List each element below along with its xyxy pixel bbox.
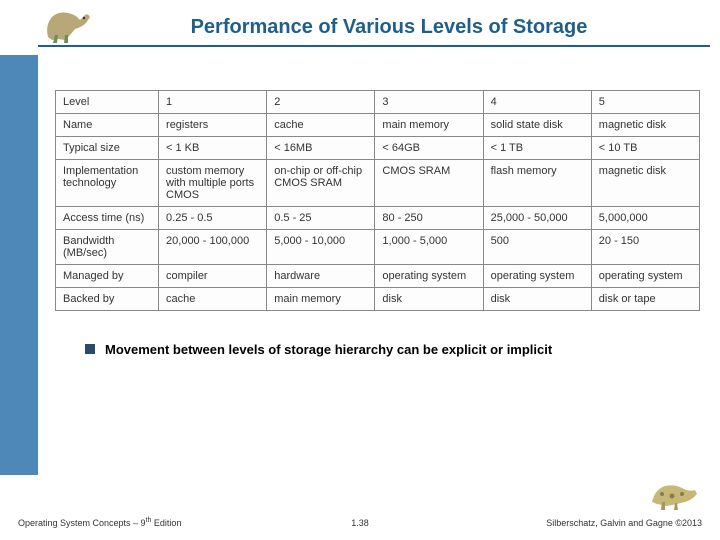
table-cell: 2 [267,91,375,114]
dinosaur-right-icon [647,474,702,512]
list-item: Movement between levels of storage hiera… [85,341,700,359]
table-cell: < 1 TB [483,137,591,160]
table-cell: 0.5 - 25 [267,207,375,230]
table-row: Backed by cache main memory disk disk di… [56,288,700,311]
table-cell: < 1 KB [159,137,267,160]
table-cell: disk [483,288,591,311]
table-cell: cache [267,114,375,137]
table-row: Managed by compiler hardware operating s… [56,265,700,288]
table-row: Implementation technology custom memory … [56,160,700,207]
table-row: Level 1 2 3 4 5 [56,91,700,114]
row-header: Backed by [56,288,159,311]
table-cell: registers [159,114,267,137]
table-cell: operating system [375,265,483,288]
title-underline [38,45,710,47]
copyright: Silberschatz, Galvin and Gagne ©2013 [474,518,702,528]
table-cell: 1 [159,91,267,114]
table-cell: CMOS SRAM [375,160,483,207]
table-cell: hardware [267,265,375,288]
table-cell: < 10 TB [591,137,699,160]
bullet-list: Movement between levels of storage hiera… [55,341,700,359]
table-cell: < 64GB [375,137,483,160]
table-cell: 1,000 - 5,000 [375,230,483,265]
table-cell: custom memory with multiple ports CMOS [159,160,267,207]
table-cell: operating system [483,265,591,288]
table-cell: solid state disk [483,114,591,137]
table-cell: < 16MB [267,137,375,160]
table-cell: 20 - 150 [591,230,699,265]
row-header: Level [56,91,159,114]
row-header: Typical size [56,137,159,160]
page-number: 1.38 [246,518,474,528]
table-cell: 5,000 - 10,000 [267,230,375,265]
table-cell: 5 [591,91,699,114]
edition-label: Edition [151,518,181,528]
table-cell: 500 [483,230,591,265]
table-cell: magnetic disk [591,114,699,137]
book-title: Operating System Concepts – 9 [18,518,146,528]
table-cell: 5,000,000 [591,207,699,230]
sidebar-accent [0,55,38,475]
slide-header: Performance of Various Levels of Storage [38,10,710,47]
table-cell: 4 [483,91,591,114]
table-cell: magnetic disk [591,160,699,207]
footer-left: Operating System Concepts – 9th Edition [18,517,246,528]
table-cell: 25,000 - 50,000 [483,207,591,230]
table-cell: 3 [375,91,483,114]
row-header: Managed by [56,265,159,288]
table-cell: main memory [375,114,483,137]
storage-hierarchy-table: Level 1 2 3 4 5 Name registers cache mai… [55,90,700,311]
row-header: Bandwidth (MB/sec) [56,230,159,265]
bullet-text: Movement between levels of storage hiera… [105,341,552,359]
table-row: Name registers cache main memory solid s… [56,114,700,137]
table-row: Bandwidth (MB/sec) 20,000 - 100,000 5,00… [56,230,700,265]
table-cell: on-chip or off-chip CMOS SRAM [267,160,375,207]
table-cell: compiler [159,265,267,288]
table-cell: 80 - 250 [375,207,483,230]
slide-title: Performance of Various Levels of Storage [38,10,710,39]
table-row: Access time (ns) 0.25 - 0.5 0.5 - 25 80 … [56,207,700,230]
row-header: Name [56,114,159,137]
dinosaur-left-icon [40,5,95,45]
table-cell: operating system [591,265,699,288]
table-cell: main memory [267,288,375,311]
table-cell: cache [159,288,267,311]
table-row: Typical size < 1 KB < 16MB < 64GB < 1 TB… [56,137,700,160]
table-cell: flash memory [483,160,591,207]
slide-content: Level 1 2 3 4 5 Name registers cache mai… [55,90,700,359]
table-cell: disk [375,288,483,311]
square-bullet-icon [85,344,95,354]
slide-footer: Operating System Concepts – 9th Edition … [18,517,702,528]
row-header: Access time (ns) [56,207,159,230]
row-header: Implementation technology [56,160,159,207]
table-cell: disk or tape [591,288,699,311]
table-cell: 20,000 - 100,000 [159,230,267,265]
table-cell: 0.25 - 0.5 [159,207,267,230]
